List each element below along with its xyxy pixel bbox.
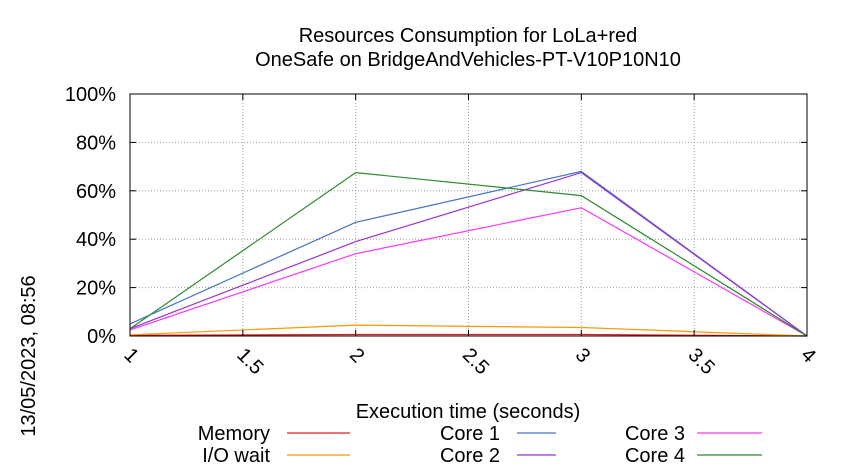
y-tick-label: 60%	[76, 181, 116, 203]
legend-label-core-2: Core 2	[440, 445, 500, 467]
y-tick-label: 100%	[65, 84, 116, 106]
y-tick-label: 40%	[76, 229, 116, 251]
x-tick-label: 4	[796, 344, 819, 367]
side-timestamp-label: 13/05/2023, 08:56	[18, 275, 40, 436]
legend-label-core-1: Core 1	[440, 423, 500, 445]
grid	[130, 94, 807, 336]
y-tick-label: 20%	[76, 278, 116, 300]
chart-title-line1: Resources Consumption for LoLa+red	[299, 25, 638, 47]
legend-label-core-4: Core 4	[625, 445, 685, 467]
y-tick-label: 0%	[87, 326, 116, 348]
y-tick-label: 80%	[76, 132, 116, 154]
x-tick-label: 3	[571, 344, 594, 367]
legend-label-i-o-wait: I/O wait	[202, 445, 270, 467]
x-tick-label: 1	[119, 344, 142, 367]
chart-title-line2: OneSafe on BridgeAndVehicles-PT-V10P10N1…	[255, 49, 681, 71]
series-line-core-4	[129, 171, 808, 337]
series-line-core-3	[129, 207, 808, 337]
x-axis-label: Execution time (seconds)	[356, 401, 581, 423]
x-tick-label: 2	[345, 344, 368, 367]
legend-label-core-3: Core 3	[625, 423, 685, 445]
x-tick-label: 1.5	[232, 344, 267, 379]
legend-label-memory: Memory	[198, 423, 270, 445]
y-ticks: 0% 20% 40% 60% 80% 100%	[65, 84, 807, 348]
x-tick-label: 3.5	[684, 344, 719, 379]
series-line-core-2	[129, 171, 808, 337]
x-tick-label: 2.5	[458, 344, 493, 379]
